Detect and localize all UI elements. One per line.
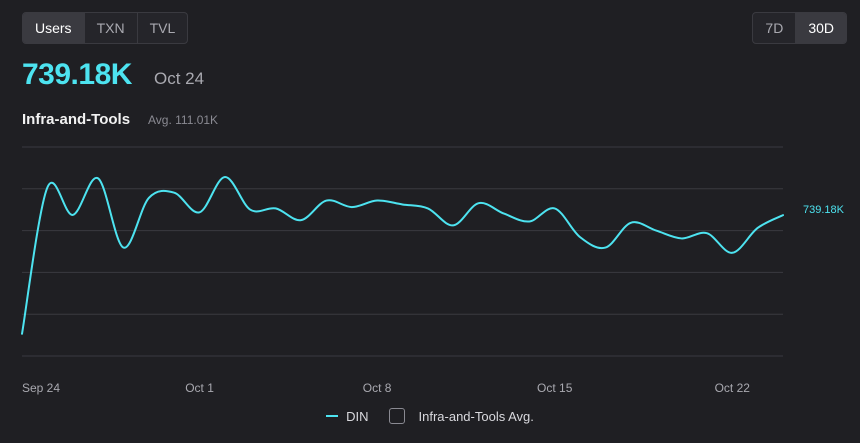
tab-users[interactable]: Users — [23, 13, 84, 43]
legend-label-avg: Infra-and-Tools Avg. — [418, 408, 534, 424]
chart-subtitle: Infra-and-Tools — [22, 111, 131, 128]
tab-7d[interactable]: 7D — [765, 20, 784, 36]
chart-legend: DIN Infra-and-Tools Avg. — [0, 408, 860, 424]
legend-item-din[interactable]: DIN — [326, 408, 369, 424]
x-tick-label: Oct 1 — [185, 381, 214, 395]
x-tick-label: Oct 8 — [363, 381, 392, 395]
headline-value: 739.18K — [22, 58, 132, 91]
tab-tvl[interactable]: TVL — [136, 13, 188, 43]
x-tick-label: Oct 15 — [537, 381, 573, 395]
x-tick-label: Oct 22 — [715, 381, 751, 395]
x-tick-label: Sep 24 — [22, 381, 60, 395]
tab-txn[interactable]: TXN — [83, 13, 137, 43]
line-chart[interactable]: Sep 24 Oct 1 Oct 8 Oct 15 Oct 22 739.18K — [0, 0, 860, 400]
legend-item-avg[interactable]: Infra-and-Tools Avg. — [388, 408, 534, 424]
checkbox-icon[interactable] — [388, 408, 405, 424]
range-tab-group: 7D 30D — [752, 12, 847, 44]
average-label: Avg. 111.01K — [148, 113, 219, 127]
headline-date: Oct 24 — [154, 69, 205, 88]
tab-30d[interactable]: 30D — [795, 13, 846, 43]
metric-tab-group: Users TXN TVL — [22, 12, 189, 44]
legend-label-din: DIN — [346, 408, 369, 424]
series-end-label: 739.18K — [803, 204, 845, 216]
legend-line-marker — [326, 415, 339, 417]
series-line-din — [21, 176, 784, 335]
